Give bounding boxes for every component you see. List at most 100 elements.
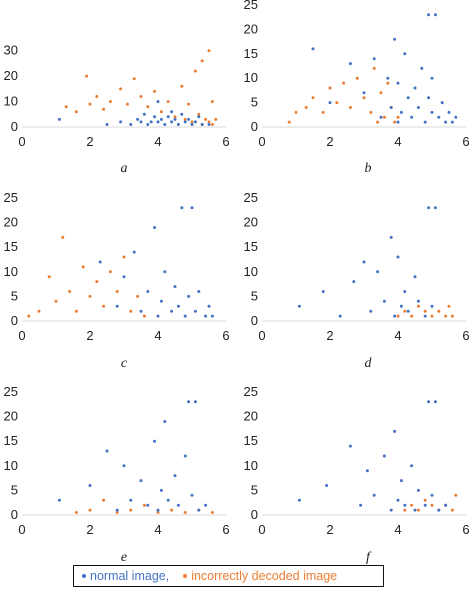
point-incorrect-d [430, 314, 434, 318]
point-normal-e [122, 464, 126, 468]
point-normal-c [98, 260, 102, 264]
point-normal-c [153, 226, 157, 229]
point-incorrect-c [122, 255, 126, 259]
point-normal-c [193, 309, 197, 313]
point-normal-f [444, 503, 448, 507]
x-tick-label-e: 2 [86, 522, 93, 537]
point-incorrect-d [437, 309, 441, 313]
point-normal-e [190, 493, 194, 497]
x-tick-label-a: 0 [18, 134, 25, 149]
point-normal-a [173, 117, 177, 121]
panel-label-f: f [366, 550, 372, 565]
point-normal-d [416, 299, 420, 303]
point-normal-b [386, 76, 390, 80]
point-normal-a [170, 110, 174, 114]
point-normal-a [187, 117, 191, 121]
point-incorrect-a [153, 89, 157, 93]
point-normal-b [311, 47, 315, 51]
point-normal-a [156, 100, 160, 104]
point-normal-d [433, 206, 437, 210]
point-normal-f [399, 479, 403, 483]
point-normal-d [369, 309, 373, 313]
point-normal-a [119, 120, 123, 124]
y-tick-label-a: 0 [11, 119, 18, 134]
point-normal-c [163, 270, 167, 274]
legend-item-normal: normal image, [82, 569, 169, 583]
point-incorrect-c [142, 314, 146, 318]
point-normal-b [430, 110, 434, 114]
point-incorrect-f [423, 498, 427, 502]
point-normal-b [348, 62, 352, 66]
x-tick-label-f: 2 [326, 522, 333, 537]
x-tick-label-e: 6 [222, 522, 229, 537]
point-normal-a [166, 115, 170, 119]
point-normal-c [170, 309, 174, 313]
point-incorrect-b [287, 120, 291, 124]
point-normal-f [325, 484, 329, 487]
point-normal-c [190, 206, 194, 210]
point-incorrect-b [379, 91, 383, 95]
point-incorrect-b [294, 110, 298, 114]
x-tick-label-c: 6 [222, 328, 229, 343]
point-normal-f [413, 508, 417, 512]
point-incorrect-a [207, 120, 211, 124]
point-normal-e [88, 484, 92, 487]
point-normal-a [156, 120, 160, 124]
y-tick-label-b: 10 [244, 70, 258, 85]
point-normal-a [180, 112, 184, 116]
point-normal-b [372, 57, 376, 61]
point-incorrect-c [115, 290, 119, 293]
point-incorrect-a [210, 100, 214, 104]
point-normal-b [444, 120, 448, 124]
y-tick-label-e: 10 [4, 458, 18, 473]
y-tick-label-e: 5 [11, 482, 18, 497]
point-normal-a [197, 115, 201, 119]
point-normal-a [149, 120, 153, 124]
point-incorrect-c [54, 299, 58, 303]
point-incorrect-b [362, 96, 366, 100]
legend-marker-normal [82, 574, 86, 578]
y-tick-label-f: 5 [251, 482, 258, 497]
point-normal-f [396, 498, 400, 502]
y-tick-label-e: 15 [4, 433, 18, 448]
point-normal-f [410, 464, 414, 468]
y-tick-label-e: 0 [11, 507, 18, 522]
point-incorrect-a [146, 105, 150, 109]
point-normal-b [389, 106, 393, 109]
point-incorrect-c [47, 275, 51, 279]
point-normal-d [396, 255, 400, 259]
x-tick-label-f: 4 [394, 522, 401, 537]
point-incorrect-e [102, 498, 106, 502]
point-incorrect-e [210, 511, 214, 514]
point-normal-d [403, 290, 407, 293]
x-tick-label-c: 4 [154, 328, 161, 343]
legend-item-incorrect: incorrectly decoded image [183, 569, 337, 583]
x-tick-label-a: 4 [154, 134, 161, 149]
point-incorrect-c [102, 304, 106, 308]
point-normal-c [146, 290, 150, 293]
point-incorrect-d [396, 314, 400, 318]
point-normal-f [389, 508, 393, 512]
point-incorrect-b [328, 86, 332, 90]
point-normal-f [433, 400, 437, 404]
point-normal-c [176, 304, 180, 308]
x-tick-label-c: 2 [86, 328, 93, 343]
x-tick-label-d: 6 [462, 328, 469, 343]
panel-label-a: a [121, 161, 128, 176]
point-normal-b [362, 91, 366, 95]
point-normal-c [173, 285, 177, 289]
point-incorrect-f [410, 503, 414, 507]
y-tick-label-a: 20 [4, 68, 18, 83]
y-tick-label-a: 10 [4, 94, 18, 109]
panel-label-b: b [365, 161, 372, 176]
point-normal-d [376, 270, 380, 274]
point-normal-f [382, 454, 386, 458]
point-normal-c [180, 206, 184, 210]
point-normal-e [115, 508, 119, 512]
point-incorrect-c [74, 309, 78, 313]
point-normal-d [321, 290, 325, 293]
point-normal-d [423, 314, 427, 318]
point-normal-a [139, 120, 143, 124]
point-incorrect-c [37, 309, 41, 313]
y-tick-label-c: 15 [4, 239, 18, 254]
